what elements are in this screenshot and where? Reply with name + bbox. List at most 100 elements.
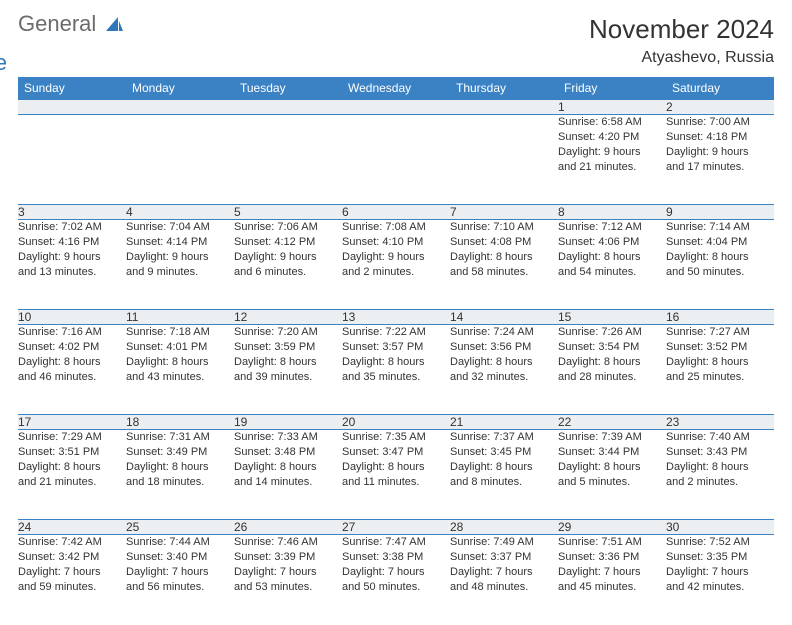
sunrise-text: Sunrise: 7:35 AM [342, 430, 450, 445]
daylight-text: Daylight: 7 hours [18, 565, 126, 580]
day-number-cell: 30 [666, 520, 774, 535]
sunrise-text: Sunrise: 7:08 AM [342, 220, 450, 235]
day-content-cell: Sunrise: 7:14 AMSunset: 4:04 PMDaylight:… [666, 220, 774, 310]
daylight-text: and 8 minutes. [450, 475, 558, 490]
day-number-row: 10111213141516 [18, 310, 774, 325]
day-content-cell: Sunrise: 7:04 AMSunset: 4:14 PMDaylight:… [126, 220, 234, 310]
daylight-text: Daylight: 7 hours [450, 565, 558, 580]
daylight-text: Daylight: 8 hours [666, 460, 774, 475]
day-content-cell: Sunrise: 7:18 AMSunset: 4:01 PMDaylight:… [126, 325, 234, 415]
sunrise-text: Sunrise: 7:02 AM [18, 220, 126, 235]
day-content-cell: Sunrise: 7:00 AMSunset: 4:18 PMDaylight:… [666, 115, 774, 205]
sunrise-text: Sunrise: 7:20 AM [234, 325, 342, 340]
sunrise-text: Sunrise: 7:51 AM [558, 535, 666, 550]
day-content-cell: Sunrise: 7:40 AMSunset: 3:43 PMDaylight:… [666, 430, 774, 520]
sunset-text: Sunset: 3:40 PM [126, 550, 234, 565]
day-number-row: 17181920212223 [18, 415, 774, 430]
sunrise-text: Sunrise: 6:58 AM [558, 115, 666, 130]
day-number-cell: 1 [558, 100, 666, 115]
daylight-text: and 2 minutes. [342, 265, 450, 280]
daylight-text: and 43 minutes. [126, 370, 234, 385]
day-number-cell: 14 [450, 310, 558, 325]
day-content-row: Sunrise: 6:58 AMSunset: 4:20 PMDaylight:… [18, 115, 774, 205]
daylight-text: and 14 minutes. [234, 475, 342, 490]
sunset-text: Sunset: 3:54 PM [558, 340, 666, 355]
sunset-text: Sunset: 3:37 PM [450, 550, 558, 565]
day-content-cell: Sunrise: 7:22 AMSunset: 3:57 PMDaylight:… [342, 325, 450, 415]
daylight-text: Daylight: 8 hours [666, 250, 774, 265]
day-content-cell: Sunrise: 7:02 AMSunset: 4:16 PMDaylight:… [18, 220, 126, 310]
daylight-text: and 21 minutes. [18, 475, 126, 490]
sunset-text: Sunset: 3:49 PM [126, 445, 234, 460]
daylight-text: Daylight: 8 hours [450, 355, 558, 370]
daylight-text: and 53 minutes. [234, 580, 342, 595]
daylight-text: and 28 minutes. [558, 370, 666, 385]
daylight-text: Daylight: 9 hours [126, 250, 234, 265]
day-number-cell: 24 [18, 520, 126, 535]
sunrise-text: Sunrise: 7:04 AM [126, 220, 234, 235]
daylight-text: Daylight: 7 hours [126, 565, 234, 580]
day-content-cell: Sunrise: 7:47 AMSunset: 3:38 PMDaylight:… [342, 535, 450, 625]
day-number-row: 12 [18, 100, 774, 115]
day-number-cell: 2 [666, 100, 774, 115]
day-number-cell: 26 [234, 520, 342, 535]
sunrise-text: Sunrise: 7:16 AM [18, 325, 126, 340]
day-number-cell: 18 [126, 415, 234, 430]
day-content-cell: Sunrise: 7:26 AMSunset: 3:54 PMDaylight:… [558, 325, 666, 415]
sunrise-text: Sunrise: 7:12 AM [558, 220, 666, 235]
sunrise-text: Sunrise: 7:44 AM [126, 535, 234, 550]
sunrise-text: Sunrise: 7:40 AM [666, 430, 774, 445]
daylight-text: Daylight: 8 hours [234, 460, 342, 475]
daylight-text: Daylight: 8 hours [18, 355, 126, 370]
sunrise-text: Sunrise: 7:49 AM [450, 535, 558, 550]
sunrise-text: Sunrise: 7:29 AM [18, 430, 126, 445]
day-number-cell [126, 100, 234, 115]
daylight-text: Daylight: 8 hours [342, 460, 450, 475]
day-number-cell: 3 [18, 205, 126, 220]
daylight-text: and 48 minutes. [450, 580, 558, 595]
sunset-text: Sunset: 4:10 PM [342, 235, 450, 250]
daylight-text: and 50 minutes. [666, 265, 774, 280]
day-content-cell [234, 115, 342, 205]
weekday-header: Thursday [450, 77, 558, 100]
day-content-cell: Sunrise: 7:16 AMSunset: 4:02 PMDaylight:… [18, 325, 126, 415]
daylight-text: Daylight: 8 hours [558, 250, 666, 265]
header: General Blue November 2024 Atyashevo, Ru… [18, 14, 774, 67]
weekday-header-row: Sunday Monday Tuesday Wednesday Thursday… [18, 77, 774, 100]
sunrise-text: Sunrise: 7:18 AM [126, 325, 234, 340]
daylight-text: and 46 minutes. [18, 370, 126, 385]
day-number-cell: 11 [126, 310, 234, 325]
daylight-text: Daylight: 9 hours [342, 250, 450, 265]
day-number-cell: 16 [666, 310, 774, 325]
day-number-cell: 12 [234, 310, 342, 325]
daylight-text: Daylight: 8 hours [126, 460, 234, 475]
sunrise-text: Sunrise: 7:52 AM [666, 535, 774, 550]
daylight-text: Daylight: 8 hours [666, 355, 774, 370]
day-content-cell: Sunrise: 7:10 AMSunset: 4:08 PMDaylight:… [450, 220, 558, 310]
day-content-cell: Sunrise: 7:42 AMSunset: 3:42 PMDaylight:… [18, 535, 126, 625]
daylight-text: Daylight: 9 hours [18, 250, 126, 265]
sunrise-text: Sunrise: 7:00 AM [666, 115, 774, 130]
day-number-cell: 23 [666, 415, 774, 430]
weekday-header: Sunday [18, 77, 126, 100]
brand-part2: Blue [0, 50, 7, 75]
daylight-text: Daylight: 8 hours [450, 460, 558, 475]
sunset-text: Sunset: 4:02 PM [18, 340, 126, 355]
day-content-cell: Sunrise: 7:27 AMSunset: 3:52 PMDaylight:… [666, 325, 774, 415]
day-content-cell: Sunrise: 6:58 AMSunset: 4:20 PMDaylight:… [558, 115, 666, 205]
day-number-cell [234, 100, 342, 115]
daylight-text: and 18 minutes. [126, 475, 234, 490]
sunset-text: Sunset: 4:18 PM [666, 130, 774, 145]
sunset-text: Sunset: 4:06 PM [558, 235, 666, 250]
sunrise-text: Sunrise: 7:37 AM [450, 430, 558, 445]
day-content-cell: Sunrise: 7:35 AMSunset: 3:47 PMDaylight:… [342, 430, 450, 520]
sunrise-text: Sunrise: 7:22 AM [342, 325, 450, 340]
calendar-body: 12Sunrise: 6:58 AMSunset: 4:20 PMDayligh… [18, 100, 774, 625]
daylight-text: and 11 minutes. [342, 475, 450, 490]
day-content-cell: Sunrise: 7:12 AMSunset: 4:06 PMDaylight:… [558, 220, 666, 310]
title-block: November 2024 Atyashevo, Russia [589, 14, 774, 67]
daylight-text: Daylight: 7 hours [234, 565, 342, 580]
location-label: Atyashevo, Russia [589, 49, 774, 67]
day-number-cell [342, 100, 450, 115]
day-content-cell: Sunrise: 7:49 AMSunset: 3:37 PMDaylight:… [450, 535, 558, 625]
